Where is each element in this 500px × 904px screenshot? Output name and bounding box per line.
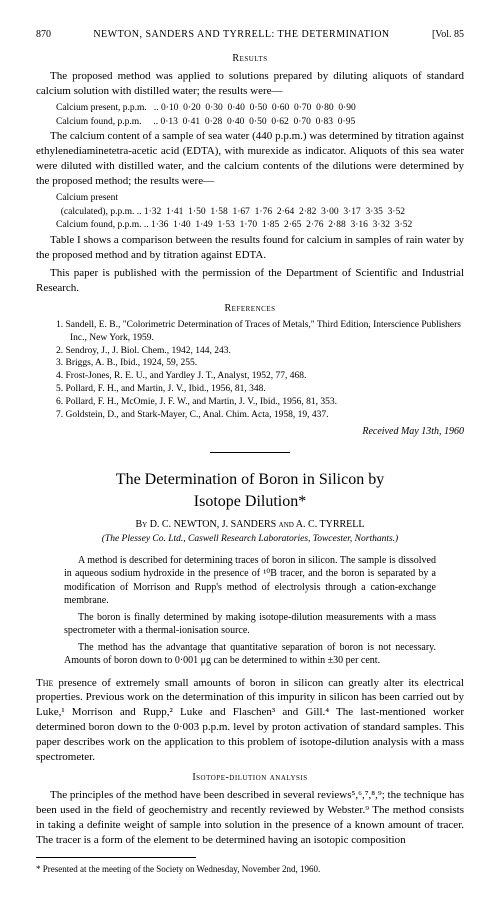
results-para-2: The calcium content of a sample of sea w…	[36, 129, 464, 188]
article-title: The Determination of Boron in Silicon by…	[36, 469, 464, 512]
footnote-rule	[36, 857, 196, 861]
permission-para: This paper is published with the permiss…	[36, 266, 464, 296]
results-para-1: The proposed method was applied to solut…	[36, 69, 464, 99]
isotope-heading: Isotope-dilution analysis	[36, 771, 464, 785]
reference-1: 1. Sandell, E. B., "Colorimetric Determi…	[56, 319, 464, 345]
reference-7: 7. Goldstein, D., and Stark-Mayer, C., A…	[56, 409, 464, 422]
page-number: 870	[36, 28, 51, 42]
isotope-para: The principles of the method have been d…	[36, 788, 464, 847]
volume-label: [Vol. 85	[432, 28, 464, 42]
article-byline: By D. C. NEWTON, J. SANDERS and A. C. TY…	[36, 518, 464, 532]
abstract-para-2: The boron is finally determined by makin…	[64, 611, 436, 638]
page-header: 870 NEWTON, SANDERS AND TYRRELL: THE DET…	[36, 28, 464, 42]
results-heading: Results	[36, 52, 464, 66]
intro-para: The presence of extremely small amounts …	[36, 676, 464, 765]
data-row-3: (calculated), p.p.m. .. 1·32 1·41 1·50 1…	[56, 206, 464, 219]
data-row-4: Calcium found, p.p.m. .. 1·36 1·40 1·49 …	[56, 219, 464, 232]
reference-4: 4. Frost-Jones, R. E. U., and Yardley J.…	[56, 370, 464, 383]
references-heading: References	[36, 302, 464, 316]
received-date: Received May 13th, 1960	[36, 425, 464, 439]
abstract-para-1: A method is described for determining tr…	[64, 554, 436, 608]
reference-5: 5. Pollard, F. H., and Martin, J. V., Ib…	[56, 383, 464, 396]
reference-3: 3. Briggs, A. B., Ibid., 1924, 59, 255.	[56, 357, 464, 370]
article-divider	[210, 452, 290, 453]
abstract-para-3: The method has the advantage that quanti…	[64, 641, 436, 668]
references-list: 1. Sandell, E. B., "Colorimetric Determi…	[56, 319, 464, 422]
reference-6: 6. Pollard, F. H., McOmie, J. F. W., and…	[56, 396, 464, 409]
data-row-2: Calcium found, p.p.m. .. 0·13 0·41 0·28 …	[56, 116, 464, 129]
running-head: NEWTON, SANDERS AND TYRRELL: THE DETERMI…	[93, 28, 389, 42]
article-affiliation: (The Plessey Co. Ltd., Caswell Research …	[36, 533, 464, 546]
footnote-text: * Presented at the meeting of the Societ…	[36, 863, 464, 875]
data-row-3-label: Calcium present	[56, 192, 464, 205]
data-row-1: Calcium present, p.p.m. .. 0·10 0·20 0·3…	[56, 102, 464, 115]
reference-2: 2. Sendroy, J., J. Biol. Chem., 1942, 14…	[56, 345, 464, 358]
results-para-3: Table I shows a comparison between the r…	[36, 233, 464, 263]
